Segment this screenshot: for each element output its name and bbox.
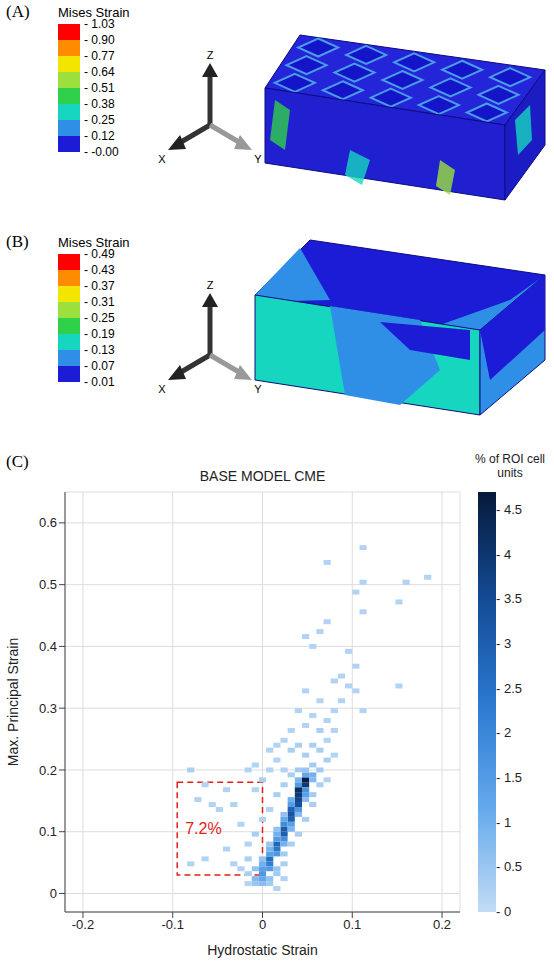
html-text:- 3: - 3 <box>496 635 512 651</box>
html-text:% of ROI cell units: % of ROI cell units <box>475 452 545 480</box>
svg-text:-0.1: -0.1 <box>162 917 184 932</box>
svg-text:0.6: 0.6 <box>39 515 57 530</box>
html-text:- 0.38: - 0.38 <box>84 97 115 111</box>
html-text:- 0.37: - 0.37 <box>84 279 115 293</box>
svg-text:Z: Z <box>207 279 214 291</box>
html-text:- 0.64: - 0.64 <box>84 65 115 79</box>
html-text:- 0: - 0 <box>496 904 512 919</box>
svg-text:X: X <box>158 383 166 395</box>
svg-text:0.1: 0.1 <box>39 824 57 839</box>
svg-text:Z: Z <box>207 49 214 61</box>
html-text:- -0.00: - -0.00 <box>84 145 119 159</box>
svg-text:Y: Y <box>254 383 262 395</box>
html-text:- 0.07: - 0.07 <box>84 359 115 373</box>
svg-text:Max. Principal Strain: Max. Principal Strain <box>5 638 21 766</box>
html-text:Mises Strain: Mises Strain <box>58 5 130 20</box>
html-text:- 4: - 4 <box>496 546 512 562</box>
svg-text:-0.2: -0.2 <box>72 917 94 932</box>
html-text:- 2.5: - 2.5 <box>496 680 522 696</box>
html-text:- 0.90: - 0.90 <box>84 33 115 47</box>
html-text:- 0.51: - 0.51 <box>84 81 115 95</box>
html-text:- 0.25: - 0.25 <box>84 113 115 127</box>
html-text:- 0.31: - 0.31 <box>84 295 115 309</box>
html-text:(C): (C) <box>6 452 29 471</box>
html-text:- 2: - 2 <box>496 725 512 741</box>
html-text:- 0.49: - 0.49 <box>84 247 115 261</box>
html-text:- 0.5: - 0.5 <box>496 859 522 875</box>
html-text:- 0.77: - 0.77 <box>84 49 115 63</box>
svg-text:Y: Y <box>254 153 262 165</box>
svg-text:0.2: 0.2 <box>433 917 451 932</box>
svg-text:Hydrostatic Strain: Hydrostatic Strain <box>207 942 317 958</box>
html-text:- 0.01: - 0.01 <box>84 375 115 389</box>
svg-text:0.4: 0.4 <box>39 639 57 654</box>
svg-text:7.2%: 7.2% <box>185 820 221 837</box>
svg-text:0.5: 0.5 <box>39 577 57 592</box>
html-text:(B): (B) <box>6 232 29 251</box>
html-text:- 4.5: - 4.5 <box>496 501 522 517</box>
svg-text:0.3: 0.3 <box>39 701 57 716</box>
html-text:- 0.43: - 0.43 <box>84 263 115 277</box>
html-text:(A): (A) <box>6 2 30 21</box>
html-text:- 3.5: - 3.5 <box>496 591 522 607</box>
html-text:- 0.13: - 0.13 <box>84 343 115 357</box>
svg-text:X: X <box>158 153 166 165</box>
html-text:- 0.12: - 0.12 <box>84 129 115 143</box>
svg-text:0: 0 <box>259 917 266 932</box>
svg-text:0.1: 0.1 <box>343 917 361 932</box>
html-text:- 1.5: - 1.5 <box>496 770 522 785</box>
html-text:BASE MODEL CME: BASE MODEL CME <box>199 468 326 484</box>
html-text:- 0.19: - 0.19 <box>84 327 115 341</box>
html-text:- 1: - 1 <box>496 814 512 830</box>
svg-text:0: 0 <box>50 886 57 901</box>
html-text:- 1.03: - 1.03 <box>84 17 115 31</box>
svg-text:0.2: 0.2 <box>39 763 57 778</box>
html-text:- 0.25: - 0.25 <box>84 311 115 325</box>
html-text:Mises Strain: Mises Strain <box>58 235 130 250</box>
